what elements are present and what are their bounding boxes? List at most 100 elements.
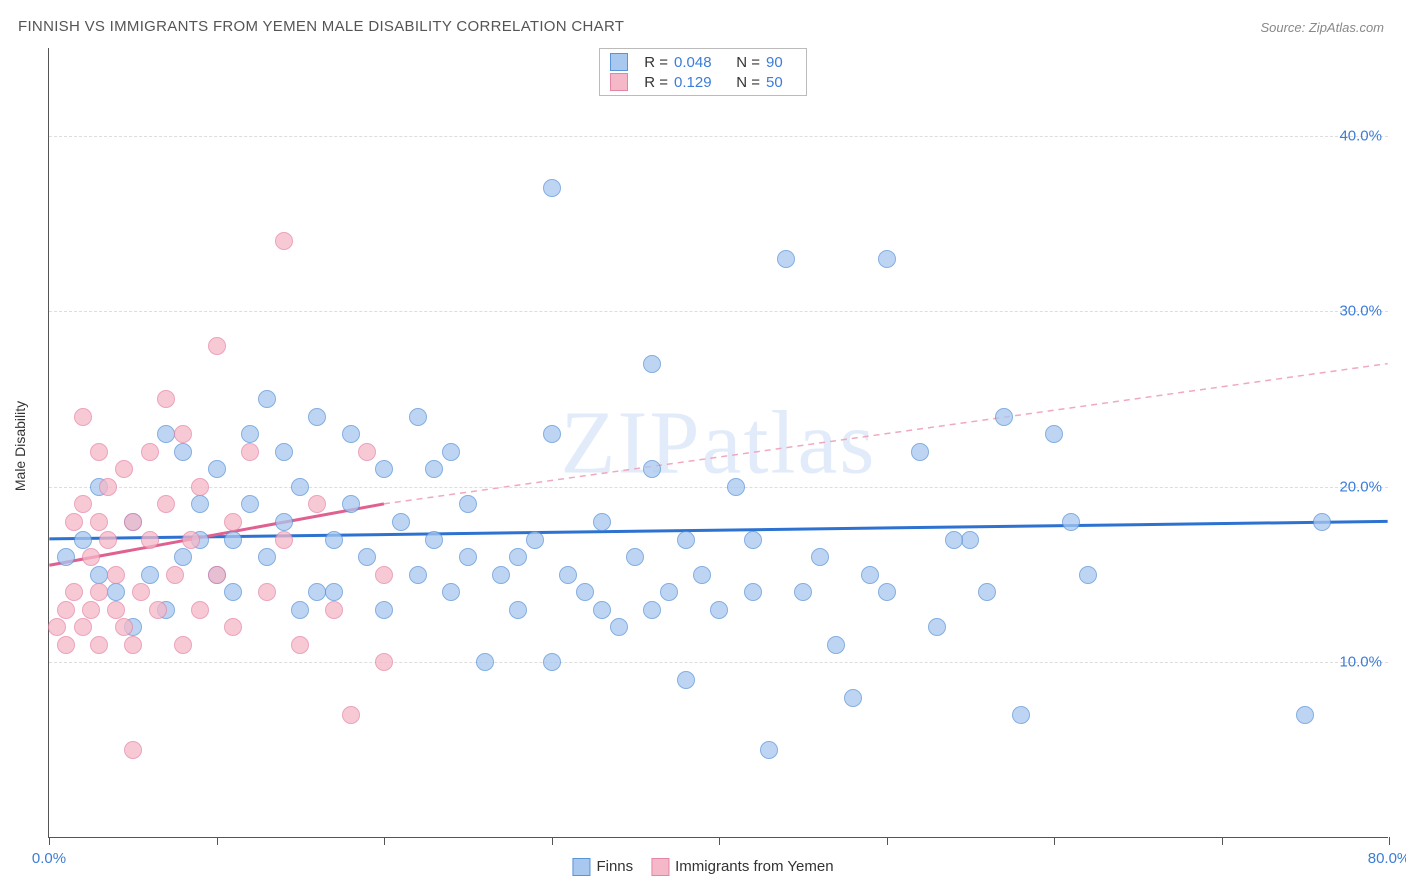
legend-n-value: 50	[766, 74, 796, 91]
data-point	[576, 583, 594, 601]
data-point	[626, 548, 644, 566]
data-point	[132, 583, 150, 601]
x-tick	[887, 837, 888, 845]
data-point	[107, 601, 125, 619]
data-point	[224, 583, 242, 601]
data-point	[928, 618, 946, 636]
data-point	[191, 601, 209, 619]
data-point	[476, 653, 494, 671]
data-point	[509, 601, 527, 619]
x-tick	[49, 837, 50, 845]
data-point	[543, 653, 561, 671]
x-tick-label: 0.0%	[32, 850, 66, 867]
legend-r-value: 0.048	[674, 54, 724, 71]
data-point	[308, 495, 326, 513]
data-point	[660, 583, 678, 601]
legend-r-label: R =	[638, 54, 668, 71]
legend-label: Immigrants from Yemen	[675, 858, 833, 875]
data-point	[878, 583, 896, 601]
data-point	[275, 443, 293, 461]
source-attribution: Source: ZipAtlas.com	[1260, 20, 1384, 35]
data-point	[1062, 513, 1080, 531]
data-point	[82, 548, 100, 566]
data-point	[99, 478, 117, 496]
data-point	[191, 495, 209, 513]
data-point	[191, 478, 209, 496]
data-point	[911, 443, 929, 461]
data-point	[325, 583, 343, 601]
data-point	[182, 531, 200, 549]
data-point	[124, 513, 142, 531]
data-point	[275, 513, 293, 531]
y-axis-label: Male Disability	[12, 401, 28, 491]
data-point	[827, 636, 845, 654]
data-point	[677, 531, 695, 549]
legend-n-label: N =	[730, 54, 760, 71]
data-point	[409, 566, 427, 584]
data-point	[878, 250, 896, 268]
legend-n-label: N =	[730, 74, 760, 91]
x-tick	[217, 837, 218, 845]
x-tick	[1389, 837, 1390, 845]
data-point	[861, 566, 879, 584]
data-point	[375, 566, 393, 584]
data-point	[526, 531, 544, 549]
data-point	[811, 548, 829, 566]
data-point	[157, 425, 175, 443]
data-point	[325, 531, 343, 549]
data-point	[325, 601, 343, 619]
data-point	[107, 566, 125, 584]
data-point	[308, 583, 326, 601]
data-point	[543, 179, 561, 197]
data-point	[308, 408, 326, 426]
x-tick	[384, 837, 385, 845]
data-point	[74, 495, 92, 513]
data-point	[543, 425, 561, 443]
data-point	[760, 741, 778, 759]
data-point	[224, 513, 242, 531]
data-point	[342, 425, 360, 443]
data-point	[208, 337, 226, 355]
data-point	[275, 232, 293, 250]
gridline	[49, 487, 1388, 488]
data-point	[342, 706, 360, 724]
data-point	[90, 583, 108, 601]
data-point	[643, 355, 661, 373]
data-point	[57, 636, 75, 654]
data-point	[141, 531, 159, 549]
data-point	[442, 443, 460, 461]
data-point	[291, 601, 309, 619]
x-tick	[1054, 837, 1055, 845]
data-point	[208, 566, 226, 584]
y-tick-label: 40.0%	[1339, 127, 1390, 144]
data-point	[174, 443, 192, 461]
data-point	[978, 583, 996, 601]
legend-correlation: R =0.048N =90R =0.129N =50	[599, 48, 807, 96]
data-point	[74, 618, 92, 636]
data-point	[593, 601, 611, 619]
x-tick	[1222, 837, 1223, 845]
data-point	[610, 618, 628, 636]
x-tick	[552, 837, 553, 845]
data-point	[459, 548, 477, 566]
data-point	[149, 601, 167, 619]
data-point	[425, 460, 443, 478]
data-point	[124, 741, 142, 759]
data-point	[995, 408, 1013, 426]
data-point	[794, 583, 812, 601]
data-point	[744, 583, 762, 601]
data-point	[643, 601, 661, 619]
gridline	[49, 662, 1388, 663]
data-point	[258, 390, 276, 408]
data-point	[241, 425, 259, 443]
data-point	[99, 531, 117, 549]
data-point	[65, 583, 83, 601]
data-point	[57, 548, 75, 566]
data-point	[224, 618, 242, 636]
legend-n-value: 90	[766, 54, 796, 71]
legend-r-value: 0.129	[674, 74, 724, 91]
x-tick	[719, 837, 720, 845]
data-point	[744, 531, 762, 549]
data-point	[166, 566, 184, 584]
data-point	[945, 531, 963, 549]
